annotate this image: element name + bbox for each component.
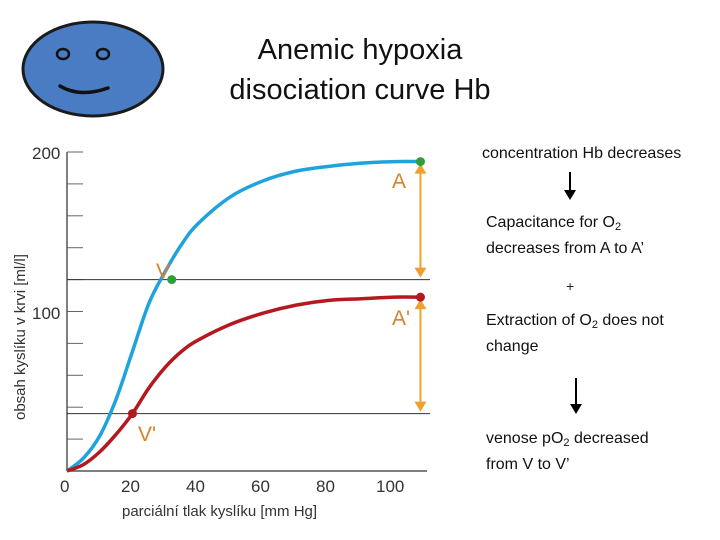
anemic-hb-curve bbox=[66, 295, 421, 473]
arrow-head-icon bbox=[414, 163, 427, 174]
y-tick-200: 200 bbox=[32, 144, 60, 163]
x-tick-0: 0 bbox=[60, 477, 69, 496]
point-marker-a-prime bbox=[415, 292, 425, 302]
note-extraction: Extraction of O2 does not change bbox=[486, 310, 666, 357]
x-tick-20: 20 bbox=[121, 477, 140, 496]
normal-hb-curve bbox=[65, 159, 421, 473]
note-capacitance-text-2: decreases from A to A’ bbox=[486, 240, 645, 257]
arrow-head-icon bbox=[414, 299, 427, 310]
point-marker-v bbox=[167, 275, 177, 285]
subscript: 2 bbox=[563, 437, 570, 449]
note-extraction-text-2: does not change bbox=[486, 312, 664, 355]
smiley-face-icon bbox=[21, 20, 165, 118]
plus-sign: + bbox=[566, 278, 575, 294]
down-arrow-icon bbox=[564, 172, 576, 200]
note-concentration: concentration Hb decreases bbox=[482, 145, 682, 162]
x-axis-label: parciální tlak kyslíku [mm Hg] bbox=[122, 503, 317, 520]
dissociation-chart: 0 20 40 60 80 100 100 200 parciální tlak… bbox=[12, 144, 430, 520]
x-tick-100: 100 bbox=[376, 477, 404, 496]
note-venose: venose pO2 decreased from V to V’ bbox=[486, 428, 666, 475]
arrow-head-icon bbox=[414, 267, 427, 278]
note-capacitance-text: Capacitance for O bbox=[486, 214, 615, 231]
point-label-v-prime: V' bbox=[138, 423, 156, 446]
subscript: 2 bbox=[591, 319, 598, 331]
point-marker-a bbox=[415, 157, 425, 167]
y-tick-100: 100 bbox=[32, 304, 60, 323]
point-marker-v-prime bbox=[127, 409, 137, 419]
point-label-a: A bbox=[392, 170, 406, 193]
title-line-2: disociation curve Hb bbox=[229, 74, 491, 106]
x-tick-40: 40 bbox=[186, 477, 205, 496]
note-venose-text-2: decreased from V to V’ bbox=[486, 430, 649, 473]
down-arrow-icon bbox=[570, 378, 582, 414]
subscript: 2 bbox=[614, 221, 622, 233]
title-line-1: Anemic hypoxia bbox=[257, 34, 463, 66]
x-tick-80: 80 bbox=[316, 477, 335, 496]
point-label-v: V bbox=[156, 260, 170, 283]
page-title: Anemic hypoxia disociation curve Hb bbox=[190, 30, 530, 110]
x-tick-60: 60 bbox=[251, 477, 270, 496]
y-axis-label: obsah kyslíku v krvi [ml/l] bbox=[12, 254, 29, 420]
note-venose-text: venose pO bbox=[486, 430, 564, 447]
chart-grid bbox=[67, 151, 83, 472]
note-capacitance: Capacitance for O2 decreases from A to A… bbox=[486, 212, 666, 259]
point-label-a-prime: A' bbox=[392, 307, 410, 330]
note-extraction-text: Extraction of O bbox=[486, 312, 592, 329]
arrow-head-icon bbox=[414, 401, 427, 412]
